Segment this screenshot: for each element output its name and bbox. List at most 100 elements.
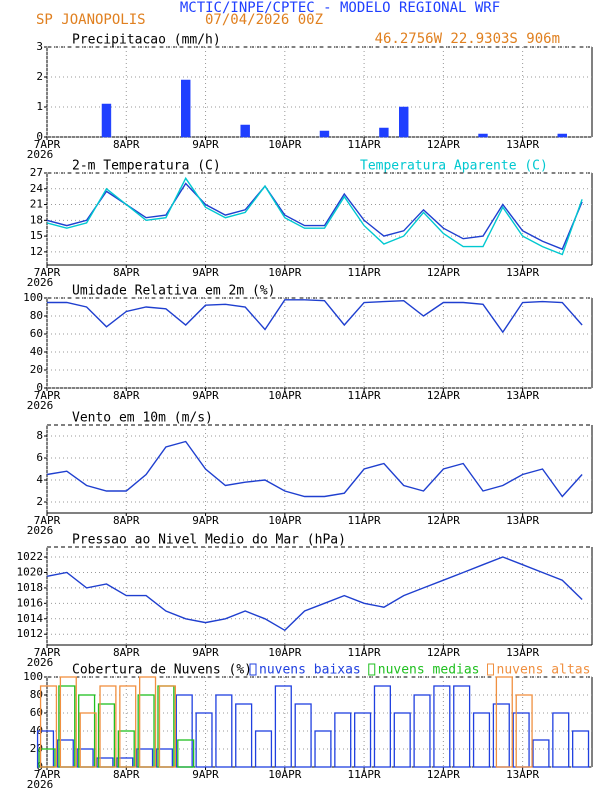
x-tick-label: 11APR — [348, 266, 381, 279]
x-tick-label: 11APR — [348, 646, 381, 659]
x-tick-label: 7APR — [34, 514, 61, 527]
precip-bar — [101, 103, 112, 138]
x-tick-label: 12APR — [427, 389, 460, 402]
precip-bar — [478, 133, 488, 138]
series-line — [46, 176, 583, 256]
cloud-bar — [413, 694, 431, 768]
x-tick-label: 8APR — [113, 646, 140, 659]
legend-swatch — [368, 663, 376, 676]
cloud-bar — [119, 685, 137, 768]
y-tick-label: 80 — [30, 688, 43, 701]
x-tick-label: 10APR — [268, 389, 301, 402]
page-title: MCTIC/INPE/CPTEC - MODELO REGIONAL WRF — [180, 0, 500, 16]
y-tick-label: 2 — [36, 495, 43, 508]
cloud-bar — [139, 676, 157, 768]
cloud-bar — [235, 703, 253, 768]
y-tick-label: 8 — [36, 429, 43, 442]
series-line — [47, 299, 583, 334]
y-tick-label: 0 — [36, 130, 43, 143]
y-tick-label: 1018 — [17, 581, 44, 594]
cloud-bar — [515, 694, 533, 768]
cloud-bar — [433, 685, 451, 768]
x-tick-label: 13APR — [506, 389, 539, 402]
precip-bar — [399, 106, 409, 138]
y-tick-label: 1012 — [17, 627, 44, 640]
cloud-bar — [254, 730, 273, 768]
x-tick-label: 10APR — [268, 768, 301, 781]
y-tick-label: 3 — [36, 40, 43, 53]
y-tick-label: 0 — [36, 381, 43, 394]
cloud-bar — [195, 712, 213, 768]
cloud-bar — [39, 685, 58, 768]
y-tick-label: 20 — [30, 363, 43, 376]
y-tick-label: 21 — [30, 198, 43, 211]
panel-title: Umidade Relativa em 2m (%) — [72, 284, 276, 299]
y-tick-label: 100 — [23, 670, 43, 683]
x-tick-label: 7APR — [34, 138, 61, 151]
x-tick-label: 12APR — [427, 646, 460, 659]
x-tick-label: 7APR — [34, 266, 61, 279]
y-tick-label: 60 — [30, 706, 43, 719]
x-tick-label: 11APR — [348, 514, 381, 527]
legend-label: nuvens altas — [497, 663, 591, 678]
x-year: 2026 — [27, 778, 54, 791]
cloud-bar — [274, 685, 292, 768]
y-tick-label: 1014 — [17, 612, 44, 625]
legend-label: nuvens medias — [378, 663, 480, 678]
cloud-bar — [294, 703, 312, 768]
x-tick-label: 9APR — [192, 266, 219, 279]
x-tick-label: 12APR — [427, 514, 460, 527]
series-line — [46, 556, 583, 632]
y-tick-label: 60 — [30, 327, 43, 340]
x-tick-label: 13APR — [506, 138, 539, 151]
x-year: 2026 — [27, 148, 54, 161]
legend-swatch — [487, 663, 494, 676]
cloud-bar — [495, 676, 513, 768]
y-tick-label: 2 — [36, 70, 43, 83]
panel-title: Cobertura de Nuvens (%) — [72, 663, 252, 678]
x-tick-label: 11APR — [348, 138, 381, 151]
x-tick-label: 13APR — [506, 266, 539, 279]
cloud-bar — [532, 739, 550, 768]
y-tick-label: 18 — [30, 213, 43, 226]
x-tick-label: 8APR — [113, 389, 140, 402]
x-tick-label: 9APR — [192, 138, 219, 151]
x-year: 2026 — [27, 399, 54, 412]
cloud-bar — [472, 712, 491, 768]
precip-bar — [379, 127, 389, 138]
cloud-bar — [99, 685, 117, 768]
x-tick-label: 8APR — [113, 266, 140, 279]
y-tick-label: 40 — [30, 345, 43, 358]
x-tick-label: 10APR — [268, 266, 301, 279]
cloud-bar — [314, 730, 332, 768]
cloud-bar — [59, 676, 77, 768]
x-tick-label: 9APR — [192, 768, 219, 781]
panel-title: 2-m Temperatura (C) — [72, 159, 221, 174]
y-tick-label: 1022 — [17, 550, 44, 563]
x-tick-label: 13APR — [506, 514, 539, 527]
x-tick-label: 13APR — [506, 646, 539, 659]
y-tick-label: 15 — [30, 229, 43, 242]
x-tick-label: 10APR — [268, 646, 301, 659]
cloud-bar — [453, 685, 471, 768]
x-tick-label: 8APR — [113, 768, 140, 781]
y-tick-label: 6 — [36, 451, 43, 464]
cloud-bar — [354, 712, 372, 768]
cloud-bar — [215, 694, 233, 768]
x-tick-label: 7APR — [34, 389, 61, 402]
coords: 46.2756W 22.9303S 906m — [375, 31, 560, 47]
y-tick-label: 4 — [36, 473, 43, 486]
x-tick-label: 12APR — [427, 266, 460, 279]
y-tick-label: 27 — [30, 166, 43, 179]
x-tick-label: 11APR — [348, 389, 381, 402]
run-time: 07/04/2026 00Z — [205, 12, 323, 28]
x-tick-label: 9APR — [192, 389, 219, 402]
y-tick-label: 40 — [30, 724, 43, 737]
legend-swatch — [249, 663, 257, 676]
panel-title: Precipitacao (mm/h) — [72, 33, 221, 48]
location: SP JOANOPOLIS — [36, 12, 146, 28]
cloud-bar — [334, 712, 352, 768]
y-tick-label: 1016 — [17, 596, 44, 609]
x-year: 2026 — [27, 656, 54, 669]
